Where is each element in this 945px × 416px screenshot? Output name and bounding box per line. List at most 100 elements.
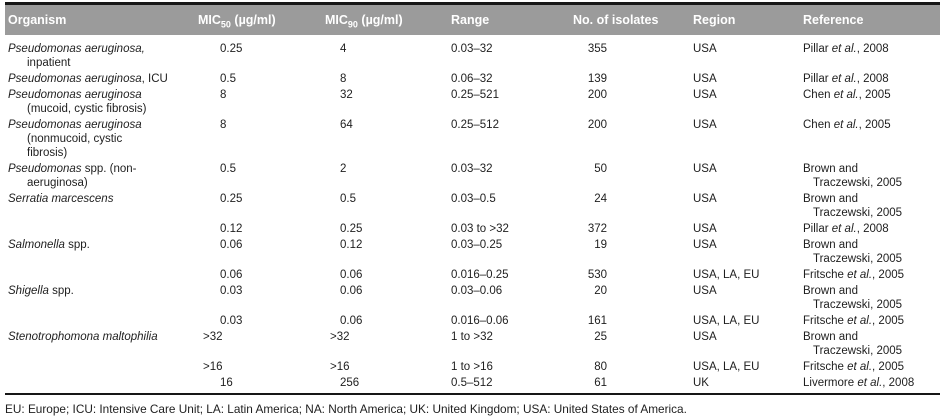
organism-cell (5, 221, 195, 237)
plain-text: Brown and (803, 193, 858, 205)
cell-line: Brown and (803, 284, 940, 298)
range-cell: 0.06–32 (451, 73, 493, 85)
cell-line-continuation: Traczewski, 2005 (803, 252, 940, 266)
cell-line: Brown and (803, 330, 940, 344)
organism-cell: Pseudomonas spp. (non-aeruginosa) (5, 161, 195, 191)
cell-line-continuation: (nonmucoid, cystic (8, 132, 195, 146)
cell-value: 372 (587, 223, 607, 235)
isolates-cell: 20 (570, 283, 690, 313)
cell-value: 2 (340, 163, 347, 175)
organism-cell: Shigella spp. (5, 283, 195, 313)
cell-line: Brown and (803, 238, 940, 252)
plain-text: Traczewski, 2005 (813, 253, 903, 265)
reference-cell: Brown and Traczewski, 2005 (800, 191, 940, 221)
mic50-cell: 0.5 (195, 71, 322, 87)
italic-text: et al. (847, 269, 873, 281)
italic-text: Stenotrophomona maltophilia (8, 331, 158, 343)
cell-value: 61 (594, 377, 607, 389)
column-header-reference: Reference (800, 2, 940, 35)
cell-line: Pillar et al., 2008 (803, 42, 940, 56)
reference-cell: Brown and Traczewski, 2005 (800, 283, 940, 313)
isolates-cell: 61 (570, 375, 690, 391)
range-cell: 0.25–521 (451, 89, 499, 101)
table-row: Stenotrophomona maltophilia >32 >32 1 to >3… (5, 329, 940, 359)
cell-value: 200 (587, 119, 607, 131)
reference-cell: Pillar et al., 2008 (800, 35, 940, 71)
cell-value: 50 (594, 163, 607, 175)
cell-value: >32 (203, 331, 223, 343)
italic-text: et al. (831, 43, 857, 55)
cell-line: Pillar et al., 2008 (803, 72, 940, 86)
cell-line-continuation: (mucoid, cystic fibrosis) (8, 102, 195, 116)
italic-text: et al. (857, 377, 883, 389)
reference-cell: Pillar et al., 2008 (800, 71, 940, 87)
column-header-organism: Organism (5, 2, 195, 35)
mic90-cell: >16 (322, 359, 448, 375)
plain-text: (nonmucoid, cystic (27, 133, 123, 145)
plain-text: , 2008 (856, 223, 889, 235)
cell-value: 0.03 (220, 315, 243, 327)
italic-text: et al. (831, 73, 857, 85)
table-footnote: EU: Europe; ICU: Intensive Care Unit; LA… (5, 402, 687, 416)
plain-text: Brown and (803, 285, 858, 297)
cell-line: Fritsche et al., 2005 (803, 268, 940, 282)
plain-text: Brown and (803, 239, 858, 251)
cell-line: Chen et al., 2005 (803, 118, 940, 132)
cell-value: 20 (594, 285, 607, 297)
cell-line: Brown and (803, 192, 940, 206)
plain-text: Pillar (803, 73, 832, 85)
reference-cell: Pillar et al., 2008 (800, 221, 940, 237)
cell-line: Brown and (803, 162, 940, 176)
mic90-cell: 64 (322, 117, 448, 161)
mic50-cell: 16 (195, 375, 322, 391)
cell-line-continuation: Traczewski, 2005 (803, 344, 940, 358)
isolates-cell: 161 (570, 313, 690, 329)
plain-text: aeruginosa) (27, 177, 88, 189)
cell-value: 355 (587, 43, 607, 55)
region-cell: USA, LA, EU (693, 361, 760, 373)
reference-cell: Brown and Traczewski, 2005 (800, 329, 940, 359)
range-cell: 0.03–0.5 (451, 193, 496, 205)
table-row: 0.06 0.06 0.016–0.25 530 USA, LA, EU Fritsche… (5, 267, 940, 283)
cell-line: Chen et al., 2005 (803, 88, 940, 102)
cell-line: Pseudomonas aeruginosa, ICU (8, 72, 195, 86)
table-row: 0.12 0.25 0.03 to >32 372 USA Pillar et al., … (5, 221, 940, 237)
isolates-cell: 80 (570, 359, 690, 375)
mic90-cell: 0.5 (322, 191, 448, 221)
column-header-mic90: MIC90 (µg/ml) (322, 2, 448, 35)
cell-value: >16 (330, 361, 350, 373)
table-row: Pseudomonas aeruginosa (mucoid, cystic fi… (5, 87, 940, 117)
region-cell: USA, LA, EU (693, 315, 760, 327)
table-row: Pseudomonas aeruginosa, inpatient 0.25 4 0.0… (5, 35, 940, 71)
plain-text: Brown and (803, 331, 858, 343)
cell-value: 256 (340, 377, 360, 389)
isolates-cell: 24 (570, 191, 690, 221)
cell-line: Pseudomonas spp. (non- (8, 162, 195, 176)
region-cell: USA (693, 163, 717, 175)
cell-line-continuation: inpatient (8, 56, 195, 70)
organism-cell (5, 375, 195, 391)
plain-text: Fritsche (803, 361, 848, 373)
cell-line: Shigella spp. (8, 284, 195, 298)
table-row: >16 >16 1 to >16 80 USA, LA, EU Fritsche et a… (5, 359, 940, 375)
plain-text: fibrosis) (27, 147, 68, 159)
mic50-cell: 0.5 (195, 161, 322, 191)
cell-line: Pseudomonas aeruginosa, (8, 42, 195, 56)
plain-text: Traczewski, 2005 (813, 345, 903, 357)
region-cell: USA (693, 331, 717, 343)
cell-value: 0.06 (220, 239, 243, 251)
column-header-isolates: No. of isolates (570, 2, 690, 35)
mic90-cell: 0.06 (322, 267, 448, 283)
reference-cell: Livermore et al., 2008 (800, 375, 940, 391)
italic-text: Serratia marcescens (8, 193, 114, 205)
mic50-cell: 8 (195, 87, 322, 117)
plain-text: , 2008 (856, 43, 889, 55)
plain-text: spp. (64, 239, 90, 251)
cell-value: 0.12 (220, 223, 243, 235)
cell-value: 0.5 (220, 73, 236, 85)
column-header-region: Region (690, 2, 800, 35)
plain-text: Fritsche (803, 269, 848, 281)
plain-text: Traczewski, 2005 (813, 177, 903, 189)
plain-text: , 2005 (858, 119, 891, 131)
